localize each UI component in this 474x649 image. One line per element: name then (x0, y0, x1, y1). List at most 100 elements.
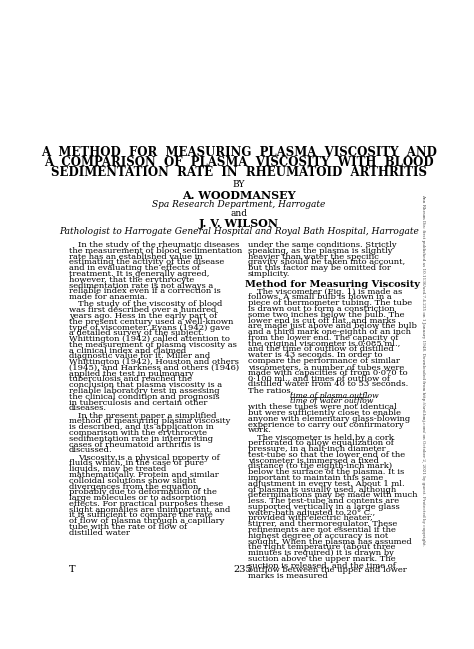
Text: cases of rheumatoid arthritis is: cases of rheumatoid arthritis is (69, 441, 200, 448)
Text: large molecules or to adsorption: large molecules or to adsorption (69, 494, 206, 502)
Text: is described, and its application in: is described, and its application in (69, 423, 213, 431)
Text: viscometer is immersed a fixed: viscometer is immersed a fixed (247, 457, 379, 465)
Text: some two inches below the bulb. The: some two inches below the bulb. The (247, 311, 404, 319)
Text: A  COMPARISON  OF  PLASMA  VISCOSITY  WITH  BLOOD: A COMPARISON OF PLASMA VISCOSITY WITH BL… (44, 156, 434, 169)
Text: A. WOODMANSEY: A. WOODMANSEY (182, 190, 296, 201)
Text: Whittington (1942) called attention to: Whittington (1942) called attention to (69, 335, 229, 343)
Text: but this factor may be omitted for: but this factor may be omitted for (247, 264, 391, 272)
Text: diseases.: diseases. (69, 404, 107, 412)
Text: Viscosity is a physical property of: Viscosity is a physical property of (78, 454, 219, 461)
Text: but were sufficiently close to enable: but were sufficiently close to enable (247, 409, 401, 417)
Text: from the lower end. The capacity of: from the lower end. The capacity of (247, 334, 398, 342)
Text: the original viscometer is 0·085 ml.,: the original viscometer is 0·085 ml., (247, 339, 400, 348)
Text: suction above the upper mark. The: suction above the upper mark. The (247, 555, 395, 563)
Text: SEDIMENTATION  RATE  IN  RHEUMATOID  ARTHRITIS: SEDIMENTATION RATE IN RHEUMATOID ARTHRIT… (51, 165, 427, 178)
Text: refinements are not essential if the: refinements are not essential if the (247, 526, 395, 534)
Text: and in evaluating the effects of: and in evaluating the effects of (69, 264, 200, 272)
Text: compare the performance of similar: compare the performance of similar (247, 357, 400, 365)
Text: divergences from the equation,: divergences from the equation, (69, 482, 201, 491)
Text: probably due to deformation of the: probably due to deformation of the (69, 488, 217, 496)
Text: heavier than water the specific: heavier than water the specific (247, 252, 378, 261)
Text: water-bath adjusted to 20° C.,: water-bath adjusted to 20° C., (247, 509, 375, 517)
Text: outflow between the upper and lower: outflow between the upper and lower (247, 567, 406, 574)
Text: Ann Rheum Dis: first published as 10.1136/ard.7.4.235 on 1 January 1948. Downloa: Ann Rheum Dis: first published as 10.113… (421, 195, 425, 546)
Text: sought. When the plasma has assumed: sought. When the plasma has assumed (247, 537, 411, 546)
Text: with these tubes were not identical: with these tubes were not identical (247, 403, 396, 411)
Text: reliable laboratory test in assessing: reliable laboratory test in assessing (69, 387, 219, 395)
Text: method of measuring plasma viscosity: method of measuring plasma viscosity (69, 417, 230, 426)
Text: in tuberculosis and certain other: in tuberculosis and certain other (69, 398, 207, 406)
Text: and the time of outflow of distilled: and the time of outflow of distilled (247, 345, 393, 354)
Text: provided with electric heater,: provided with electric heater, (247, 515, 372, 522)
Text: liquids, may be treated: liquids, may be treated (69, 465, 166, 473)
Text: gravity should be taken into account,: gravity should be taken into account, (247, 258, 405, 267)
Text: In the present paper a simplified: In the present paper a simplified (78, 411, 216, 420)
Text: adjustment in every test. About 1 ml.: adjustment in every test. About 1 ml. (247, 480, 404, 488)
Text: a detailed survey of the subject.: a detailed survey of the subject. (69, 329, 203, 337)
Text: the present century used a well-known: the present century used a well-known (69, 318, 233, 326)
Text: of plasma is usually used, although: of plasma is usually used, although (247, 485, 396, 494)
Text: The ratios,: The ratios, (247, 386, 293, 394)
Text: was first described over a hundred: was first described over a hundred (69, 306, 216, 314)
Text: minutes is required) it is drawn by: minutes is required) it is drawn by (247, 549, 393, 557)
Text: J. V. WILSON: J. V. WILSON (199, 218, 279, 229)
Text: experience to carry out confirmatory: experience to carry out confirmatory (247, 421, 403, 428)
Text: distance (to the eighth-inch mark): distance (to the eighth-inch mark) (247, 463, 392, 471)
Text: effects. For practical purposes these: effects. For practical purposes these (69, 500, 223, 508)
Text: slight anomalies are unimportant, and: slight anomalies are unimportant, and (69, 506, 230, 513)
Text: estimating the activity of the disease: estimating the activity of the disease (69, 258, 224, 267)
Text: distilled water: distilled water (69, 529, 129, 537)
Text: applied the test in pulmonary: applied the test in pulmonary (69, 370, 193, 378)
Text: simplicity.: simplicity. (247, 270, 290, 278)
Text: conclusion that plasma viscosity is a: conclusion that plasma viscosity is a (69, 381, 222, 389)
Text: marks is measured: marks is measured (247, 572, 328, 580)
Text: piece of thermometer tubing. The tube: piece of thermometer tubing. The tube (247, 299, 412, 307)
Text: test-tube so that the lower end of the: test-tube so that the lower end of the (247, 451, 405, 459)
Text: determinations may be made with much: determinations may be made with much (247, 491, 417, 499)
Text: comparison with the erythrocyte: comparison with the erythrocyte (69, 429, 207, 437)
Text: the clinical condition and prognosis: the clinical condition and prognosis (69, 393, 219, 401)
Text: diagnostic value for it. Miller and: diagnostic value for it. Miller and (69, 352, 210, 360)
Text: Method for Measuring Viscosity: Method for Measuring Viscosity (246, 280, 420, 289)
Text: is drawn out to form a constriction: is drawn out to form a constriction (247, 305, 394, 313)
Text: it is sufficient to compare the rate: it is sufficient to compare the rate (69, 511, 212, 519)
Text: 235: 235 (234, 565, 252, 574)
Text: and: and (230, 209, 247, 218)
Text: less. The test-tube and contents are: less. The test-tube and contents are (247, 497, 399, 505)
Text: follows. A small bulb is blown in a: follows. A small bulb is blown in a (247, 293, 392, 302)
Text: lower end is cut off flat, and marks: lower end is cut off flat, and marks (247, 317, 395, 324)
Text: the measurement of plasma viscosity as: the measurement of plasma viscosity as (69, 341, 237, 349)
Text: rate has an established value in: rate has an established value in (69, 252, 202, 261)
Text: T: T (69, 565, 75, 574)
Text: tube with the rate of flow of: tube with the rate of flow of (69, 523, 187, 531)
Text: stirrer, and thermoregulator. These: stirrer, and thermoregulator. These (247, 520, 397, 528)
Text: sedimentation rate in interpreting: sedimentation rate in interpreting (69, 435, 213, 443)
Text: The viscometer (Fig. 1) is made as: The viscometer (Fig. 1) is made as (257, 288, 402, 296)
Text: supported vertically in a large glass: supported vertically in a large glass (247, 503, 399, 511)
Text: viscometers, a number of tubes were: viscometers, a number of tubes were (247, 363, 404, 371)
Text: perforated to allow equalization of: perforated to allow equalization of (247, 439, 393, 447)
Text: work.: work. (247, 426, 272, 434)
Text: Pathologist to Harrogate General Hospital and Royal Bath Hospital, Harrogate: Pathologist to Harrogate General Hospita… (59, 227, 419, 236)
Text: years ago. Hess in the early part of: years ago. Hess in the early part of (69, 312, 217, 320)
Text: treatment. It is generally agreed,: treatment. It is generally agreed, (69, 270, 209, 278)
Text: water is 43 seconds. In order to: water is 43 seconds. In order to (247, 351, 382, 360)
Text: suction is released, and the time of: suction is released, and the time of (247, 561, 395, 569)
Text: time of plasma outflow: time of plasma outflow (290, 391, 379, 400)
Text: a clinical index and claimed: a clinical index and claimed (69, 347, 186, 354)
Text: the measurement of blood sedimentation: the measurement of blood sedimentation (69, 247, 242, 255)
Text: fluids which, in the case of pure: fluids which, in the case of pure (69, 459, 203, 467)
Text: pressure, in a half-inch diameter: pressure, in a half-inch diameter (247, 445, 385, 453)
Text: type of viscometer. Evans (1942) gave: type of viscometer. Evans (1942) gave (69, 323, 229, 332)
Text: are made just above and below the bulb: are made just above and below the bulb (247, 323, 417, 330)
Text: anyone with elementary glass-blowing: anyone with elementary glass-blowing (247, 415, 410, 422)
Text: time of water outflow: time of water outflow (290, 397, 374, 405)
Text: In the study of the rheumatic diseases: In the study of the rheumatic diseases (78, 241, 239, 249)
Text: highest degree of accuracy is not: highest degree of accuracy is not (247, 532, 388, 540)
Text: The viscometer is held by a cork: The viscometer is held by a cork (257, 434, 394, 441)
Text: under the same conditions. Strictly: under the same conditions. Strictly (247, 241, 396, 249)
Text: below the surface of the plasma. It is: below the surface of the plasma. It is (247, 469, 404, 476)
Text: made with capacities of from 0·070 to: made with capacities of from 0·070 to (247, 369, 407, 376)
Text: the right temperature (about three: the right temperature (about three (247, 543, 395, 552)
Text: sedimentation rate is not always a: sedimentation rate is not always a (69, 282, 213, 289)
